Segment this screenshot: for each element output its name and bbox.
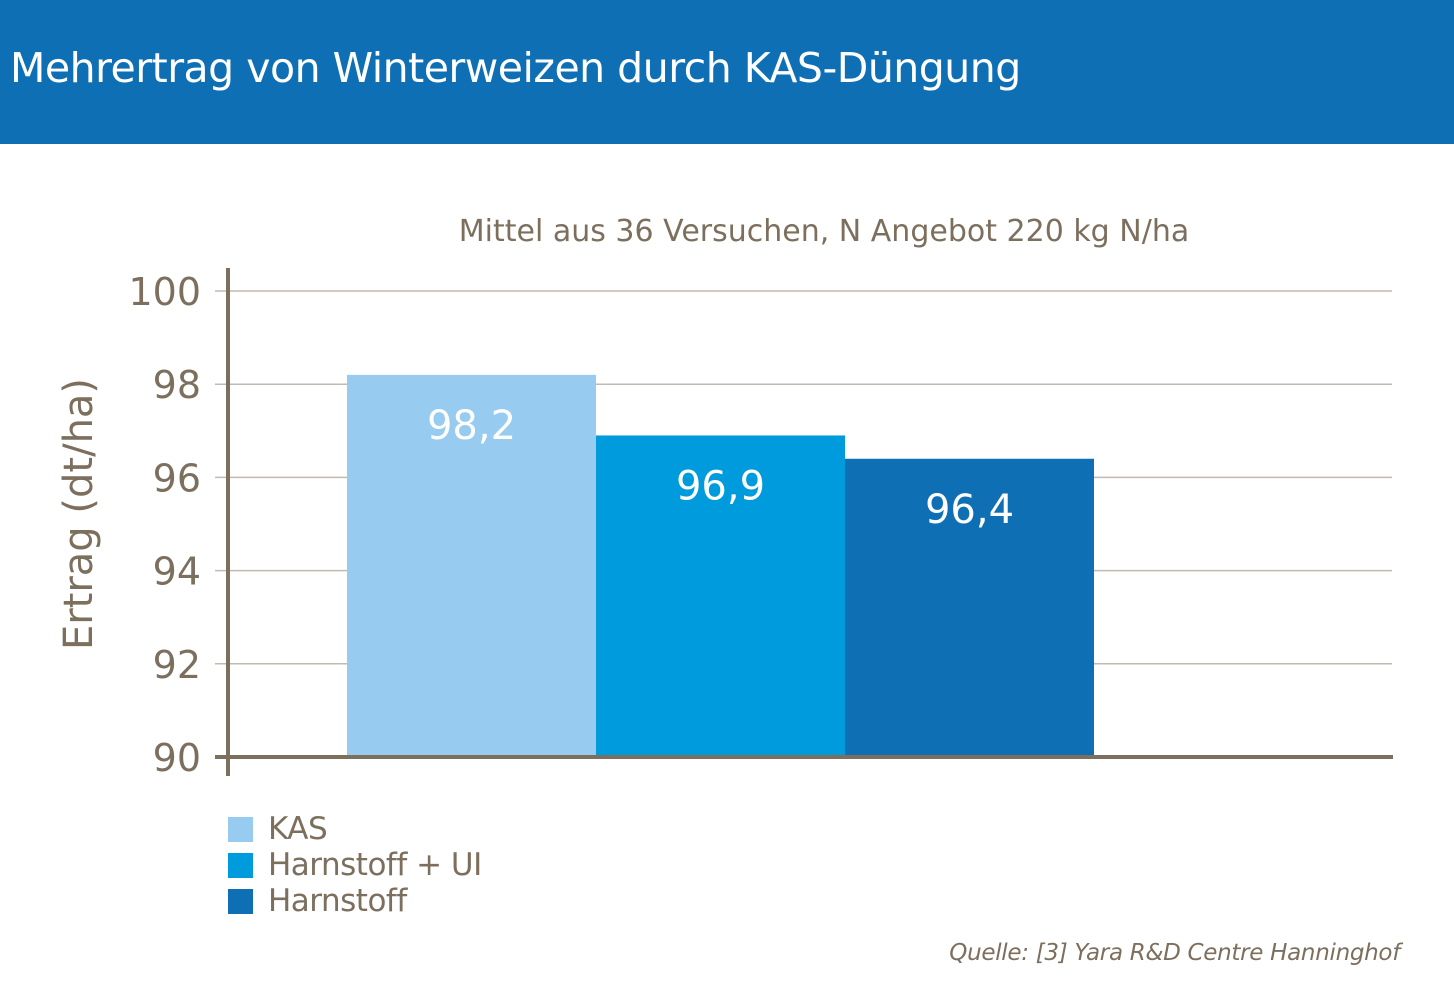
- legend-swatch: [228, 816, 253, 842]
- bar-harnstoff-ui: [596, 435, 845, 757]
- data-label: 96,9: [676, 463, 765, 509]
- legend-item-harnstoff-ui: Harnstoff + UI: [228, 844, 482, 886]
- chart-subtitle: Mittel aus 36 Versuchen, N Angebot 220 k…: [459, 214, 1189, 249]
- y-tick-label: 94: [153, 550, 201, 594]
- chart-title: Mehrertrag von Winterweizen durch KAS-Dü…: [10, 44, 1021, 92]
- legend-label: KAS: [268, 811, 328, 847]
- y-tick-label: 98: [153, 363, 201, 407]
- y-tick-label: 90: [153, 736, 201, 780]
- y-tick-label: 96: [153, 456, 201, 500]
- y-tick-label: 100: [128, 270, 201, 314]
- legend-label: Harnstoff + UI: [268, 847, 482, 883]
- legend-label: Harnstoff: [268, 883, 407, 919]
- bar-harnstoff: [845, 458, 1094, 757]
- legend-swatch: [228, 888, 253, 914]
- header-banner: Mehrertrag von Winterweizen durch KAS-Dü…: [0, 0, 1454, 144]
- legend-swatch: [228, 852, 253, 878]
- legend: KAS Harnstoff + UI Harnstoff: [228, 808, 482, 919]
- legend-item-kas: KAS: [228, 808, 482, 850]
- bar-kas: [347, 374, 596, 757]
- legend-item-harnstoff: Harnstoff: [228, 880, 482, 922]
- data-label: 96,4: [925, 487, 1014, 533]
- source-note: Quelle: [3] Yara R&D Centre Hanninghof: [949, 940, 1400, 966]
- y-axis-label: Ertrag (dt/ha): [56, 378, 102, 650]
- y-tick-label: 92: [153, 643, 201, 687]
- data-label: 98,2: [427, 403, 516, 449]
